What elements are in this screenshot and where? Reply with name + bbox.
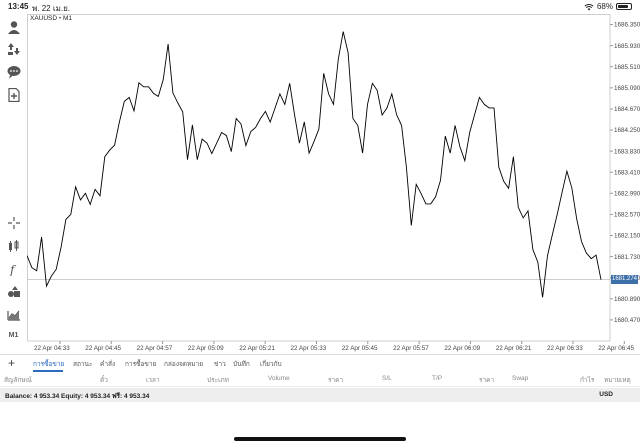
active-tab-indicator [33, 370, 63, 372]
chat-icon[interactable] [5, 63, 22, 80]
objects-icon[interactable] [5, 283, 22, 300]
y-tick-label: 1682.150 [614, 233, 640, 240]
battery-percent: 68% [596, 2, 613, 11]
col-profit: กำไร [580, 377, 595, 384]
y-tick-label: 1685.930 [614, 43, 640, 50]
indicators-icon[interactable] [5, 237, 22, 254]
trade-arrows-icon[interactable] [5, 40, 22, 57]
status-time: 13:45 [8, 2, 29, 11]
trade-columns: สัญลักษณ์ ตั๋ว เวลา ประเภท Volume ราคา S… [0, 371, 640, 387]
y-tick-label: 1684.670 [614, 106, 640, 113]
tab-news[interactable]: ข่าว [214, 361, 226, 368]
account-currency: USD [599, 391, 613, 398]
tab-positions[interactable]: สถานะ [73, 361, 93, 368]
col-comment: หมายเหตุ [604, 377, 631, 384]
col-tp: T/P [432, 375, 443, 382]
x-tick-label: 22 Apr 04:57 [137, 345, 173, 352]
col-ticket: ตั๋ว [100, 377, 108, 384]
y-tick-label: 1682.990 [614, 191, 640, 198]
y-tick-label: 1683.410 [614, 169, 640, 176]
new-order-icon[interactable] [5, 86, 22, 103]
chart-type-icon[interactable] [5, 306, 22, 323]
add-icon[interactable]: + [8, 356, 16, 370]
tab-mailbox[interactable]: กล่องจดหมาย [164, 361, 204, 368]
balance-text: Balance: 4 953.34 Equity: 4 953.34 ฟรี: … [5, 393, 150, 400]
tab-orders[interactable]: คำสั่ง [100, 361, 116, 368]
col-price-open: ราคา [328, 377, 344, 384]
x-tick-label: 22 Apr 05:45 [342, 345, 378, 352]
left-toolbar: f M1 [0, 14, 27, 339]
status-right: 68% [584, 2, 632, 11]
chart-frame [27, 14, 611, 342]
y-tick-label: 1685.090 [614, 85, 640, 92]
y-tick-label: 1686.350 [614, 22, 640, 29]
col-sl: S/L [382, 375, 392, 382]
tab-about[interactable]: เกี่ยวกับ [260, 361, 282, 368]
status-date: พ. 22 เม.ย. [32, 4, 70, 13]
account-icon[interactable] [5, 18, 22, 35]
tab-trade[interactable]: การซื้อขาย [33, 361, 65, 368]
y-tick-label: 1680.470 [614, 317, 640, 324]
chart-symbol: XAUUSD [30, 15, 58, 22]
crosshair-icon[interactable] [5, 214, 22, 231]
col-volume: Volume [268, 375, 290, 382]
chart-timeframe: M1 [63, 15, 73, 22]
col-swap: Swap [512, 375, 529, 382]
battery-icon [616, 3, 632, 10]
price-series-line [27, 31, 602, 298]
balance-bar: Balance: 4 953.34 Equity: 4 953.34 ฟรี: … [0, 388, 640, 402]
x-tick-label: 22 Apr 05:21 [239, 345, 275, 352]
x-tick-label: 22 Apr 06:09 [444, 345, 480, 352]
y-tick-label: 1680.890 [614, 296, 640, 303]
x-tick-label: 22 Apr 04:33 [34, 345, 70, 352]
chart-separator: • [58, 15, 62, 22]
col-symbol: สัญลักษณ์ [4, 377, 32, 384]
x-tick-label: 22 Apr 05:33 [291, 345, 327, 352]
home-indicator[interactable] [234, 437, 406, 441]
x-tick-label: 22 Apr 06:33 [547, 345, 583, 352]
y-tick-label: 1684.250 [614, 127, 640, 134]
col-price-current: ราคา [479, 377, 495, 384]
col-type: ประเภท [207, 377, 229, 384]
y-tick-label: 1683.830 [614, 148, 640, 155]
tab-journal[interactable]: บันทึก [233, 361, 250, 368]
function-icon[interactable]: f [5, 260, 22, 277]
x-tick-label: 22 Apr 06:45 [598, 345, 634, 352]
price-chart[interactable]: 1686.350 1685.930 1685.510 1685.090 1684.670… [27, 14, 640, 354]
timeframe-m1-icon[interactable]: M1 [8, 332, 19, 339]
x-tick-label: 22 Apr 05:09 [188, 345, 224, 352]
chart-title: XAUUSD • M1 [30, 15, 72, 22]
svg-text:f: f [9, 263, 17, 276]
x-tick-label: 22 Apr 04:45 [85, 345, 121, 352]
y-tick-label: 1681.730 [614, 254, 640, 261]
current-price-tag: 1681.274 [611, 275, 638, 285]
x-tick-label: 22 Apr 06:21 [496, 345, 532, 352]
y-tick-label: 1685.510 [614, 64, 640, 71]
trade-tabs: + การซื้อขาย สถานะ คำสั่ง การซื้อขาย กล่… [0, 354, 640, 372]
tab-history[interactable]: การซื้อขาย [125, 361, 157, 368]
y-tick-label: 1682.570 [614, 212, 640, 219]
col-time: เวลา [146, 377, 160, 384]
wifi-icon [584, 3, 594, 10]
x-tick-label: 22 Apr 05:57 [393, 345, 429, 352]
status-bar: 13:45 พ. 22 เม.ย. 68% [0, 0, 640, 14]
